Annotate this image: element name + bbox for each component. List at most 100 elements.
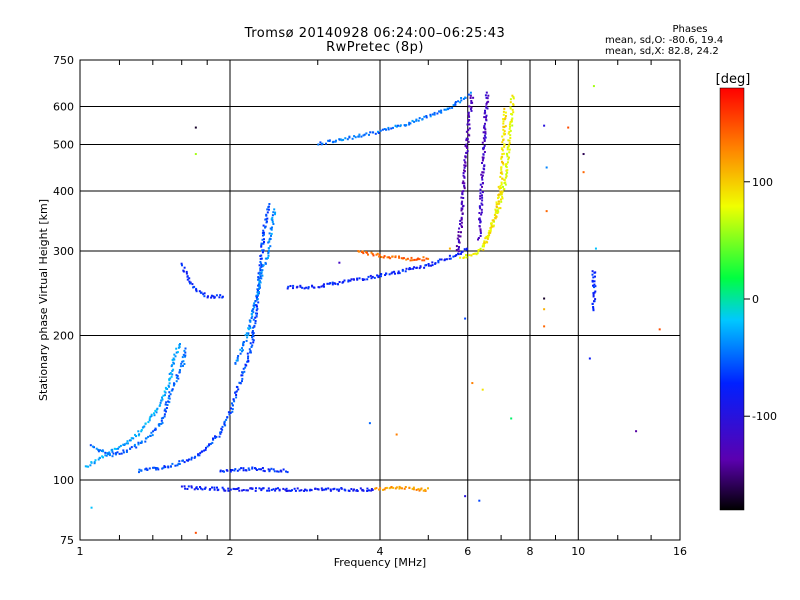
echo-point [149, 434, 152, 437]
echo-point [395, 125, 398, 128]
echo-point [508, 123, 511, 126]
echo-point [413, 120, 416, 123]
echo-point [326, 282, 329, 285]
echo-point [338, 281, 341, 283]
echo-point [481, 176, 483, 179]
echo-point [635, 430, 638, 433]
echo-point [510, 119, 513, 122]
echo-point [495, 215, 498, 218]
echo-point [468, 105, 471, 108]
echo-point [399, 486, 402, 489]
echo-point [150, 431, 153, 434]
echo-point [226, 416, 229, 419]
echo-point [164, 394, 166, 397]
echo-point [137, 434, 140, 437]
echo-point [409, 259, 412, 262]
echo-point [502, 113, 505, 116]
echo-point [264, 218, 267, 221]
echo-point [376, 252, 379, 255]
echo-point [218, 435, 221, 438]
echo-point [237, 355, 240, 357]
echo-point [221, 428, 224, 431]
echo-point [277, 470, 280, 473]
echo-point [485, 114, 488, 117]
echo-point [244, 363, 247, 366]
echo-point [543, 325, 546, 328]
echo-point [179, 369, 181, 372]
echo-point [500, 166, 503, 169]
echo-point [465, 137, 468, 140]
echo-point [356, 277, 359, 280]
echo-point [479, 219, 482, 222]
echo-point [163, 415, 166, 418]
echo-point [593, 280, 596, 283]
echo-point [273, 208, 276, 211]
echo-point [394, 487, 397, 490]
echo-point [592, 292, 595, 295]
echo-point [90, 506, 93, 509]
echo-point [169, 465, 172, 468]
echo-point [509, 107, 512, 110]
echo-point [356, 278, 359, 281]
echo-point [122, 449, 125, 452]
echo-point [111, 450, 114, 453]
echo-point [321, 489, 324, 492]
echo-point [183, 363, 186, 365]
echo-point [239, 382, 242, 385]
echo-point [467, 93, 470, 96]
echo-point [509, 129, 512, 132]
echo-point [272, 223, 275, 225]
echo-point [293, 487, 296, 490]
echo-point [243, 370, 246, 373]
echo-point [378, 254, 381, 257]
echo-point [508, 156, 510, 159]
echo-point [258, 280, 261, 282]
echo-point [413, 266, 416, 269]
echo-point [220, 431, 223, 434]
echo-point [390, 486, 393, 488]
echo-point [184, 354, 187, 357]
echo-point [242, 341, 245, 343]
echo-point [500, 200, 503, 203]
echo-point [381, 128, 384, 131]
echo-point [502, 110, 505, 113]
echo-point [180, 362, 183, 365]
echo-point [294, 489, 297, 492]
echo-point [241, 371, 244, 374]
echo-point [466, 150, 469, 153]
echo-point [413, 258, 416, 261]
echo-point [465, 247, 468, 250]
echo-point [429, 115, 432, 118]
echo-point [229, 488, 232, 491]
echo-point [464, 155, 467, 158]
echo-point [465, 256, 468, 259]
echo-point [258, 487, 261, 490]
echo-point [332, 488, 335, 491]
echo-point [176, 351, 179, 354]
echo-point [279, 469, 282, 472]
echo-point [482, 243, 485, 246]
echo-point [232, 487, 235, 490]
echo-point [258, 286, 261, 288]
echo-point [253, 306, 256, 309]
echo-point [254, 320, 257, 322]
echo-point [275, 487, 278, 490]
echo-point [167, 397, 170, 400]
echo-point [412, 486, 415, 489]
echo-point [427, 487, 429, 490]
echo-point [156, 407, 159, 410]
echo-point [444, 258, 446, 261]
echo-point [481, 141, 484, 144]
echo-point [171, 359, 174, 361]
echo-point [398, 255, 400, 258]
echo-point [211, 486, 213, 489]
echo-point [507, 158, 510, 161]
echo-point [502, 125, 505, 128]
echo-point [363, 133, 366, 136]
echo-point [160, 419, 163, 422]
x-tick-label: 10 [571, 545, 585, 558]
echo-point [164, 403, 167, 406]
echo-point [257, 293, 259, 296]
echo-point [198, 454, 201, 457]
echo-point [347, 280, 350, 283]
